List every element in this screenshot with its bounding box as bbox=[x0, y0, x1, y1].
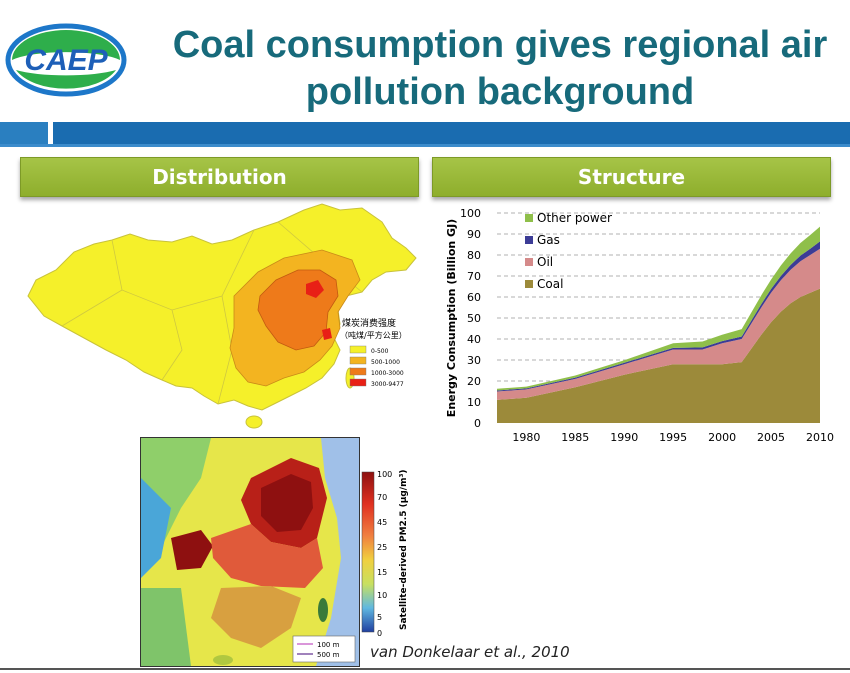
header-band-small bbox=[0, 122, 48, 144]
slide-bottom-rule bbox=[0, 668, 850, 670]
map-legend-title-1: 煤炭消费强度 bbox=[342, 317, 396, 329]
china-coal-map: 煤炭消费强度 （吨煤/平方公里） 0-500 500-1000 1000-300… bbox=[22, 200, 422, 434]
y-tick-label: 90 bbox=[467, 228, 481, 241]
legend-swatch-coal bbox=[525, 280, 533, 288]
map-legend-label-2: 1000-3000 bbox=[371, 370, 404, 377]
cbar-tick-3: 25 bbox=[377, 543, 387, 552]
scale-500m: 500 m bbox=[317, 651, 340, 659]
cbar-tick-0: 100 bbox=[377, 470, 392, 479]
satellite-pm25-map: 100 m 500 m bbox=[140, 437, 360, 667]
pm25-hotspot-sichuan bbox=[171, 530, 213, 570]
pm25-colorbar: 100 70 45 25 15 10 5 0 Satellite-derived… bbox=[360, 469, 420, 640]
legend-label-gas: Gas bbox=[537, 233, 560, 247]
caep-logo: CAEP bbox=[4, 22, 128, 98]
legend-label-other-power: Other power bbox=[537, 211, 612, 225]
x-tick-label: 2005 bbox=[757, 431, 785, 444]
y-axis-label: Energy Consumption (Billion GJ) bbox=[445, 219, 458, 417]
cbar-tick-5: 10 bbox=[377, 591, 387, 600]
legend-swatch-oil bbox=[525, 258, 533, 266]
x-tick-label: 1985 bbox=[561, 431, 589, 444]
y-tick-label: 50 bbox=[467, 312, 481, 325]
y-tick-label: 40 bbox=[467, 333, 481, 346]
map-region-3000-9477 bbox=[306, 280, 324, 298]
map-legend: 煤炭消费强度 （吨煤/平方公里） 0-500 500-1000 1000-300… bbox=[340, 317, 407, 388]
cbar-tick-1: 70 bbox=[377, 493, 387, 502]
cbar-tick-6: 5 bbox=[377, 613, 382, 622]
y-tick-label: 30 bbox=[467, 354, 481, 367]
cbar-tick-4: 15 bbox=[377, 568, 387, 577]
y-tick-label: 70 bbox=[467, 270, 481, 283]
x-tick-label: 1980 bbox=[512, 431, 540, 444]
title-line-1: Coal consumption gives regional air bbox=[172, 24, 828, 66]
area-gas bbox=[497, 241, 820, 392]
x-tick-label: 2010 bbox=[806, 431, 834, 444]
legend-swatch-gas bbox=[525, 236, 533, 244]
title-line-2: pollution background bbox=[305, 71, 695, 113]
y-tick-label: 20 bbox=[467, 375, 481, 388]
slide-title: Coal consumption gives regional air poll… bbox=[150, 22, 850, 116]
cbar-label: Satellite-derived PM2.5 (μg/m³) bbox=[399, 470, 409, 630]
distribution-header: Distribution bbox=[20, 157, 419, 197]
area-oil bbox=[497, 248, 820, 400]
y-tick-label: 80 bbox=[467, 249, 481, 262]
map-legend-label-3: 3000-9477 bbox=[371, 381, 404, 388]
area-coal bbox=[497, 288, 820, 423]
structure-header: Structure bbox=[432, 157, 831, 197]
map-legend-label-1: 500-1000 bbox=[371, 359, 400, 366]
citation: van Donkelaar et al., 2010 bbox=[370, 643, 570, 661]
x-tick-label: 1995 bbox=[659, 431, 687, 444]
legend-swatch-other-power bbox=[525, 214, 533, 222]
logo-text: CAEP bbox=[24, 44, 108, 77]
y-tick-label: 0 bbox=[474, 417, 481, 430]
area-other-power bbox=[497, 226, 820, 391]
header-band-rule bbox=[0, 144, 850, 147]
y-tick-label: 10 bbox=[467, 396, 481, 409]
y-tick-label: 100 bbox=[460, 207, 481, 220]
legend-label-coal: Coal bbox=[537, 277, 563, 291]
legend-label-oil: Oil bbox=[537, 255, 553, 269]
cbar-tick-2: 45 bbox=[377, 518, 387, 527]
x-tick-label: 1990 bbox=[610, 431, 638, 444]
map-legend-title-2: （吨煤/平方公里） bbox=[340, 330, 407, 340]
x-tick-label: 2000 bbox=[708, 431, 736, 444]
hainan-island bbox=[245, 415, 263, 429]
map-legend-label-0: 0-500 bbox=[371, 348, 389, 355]
y-tick-label: 60 bbox=[467, 291, 481, 304]
energy-consumption-chart: 0 10 20 30 40 50 60 70 80 90 100 1980 1985 1990 1995 20… bbox=[440, 203, 840, 453]
header-band bbox=[53, 122, 850, 144]
cbar-tick-7: 0 bbox=[377, 629, 382, 638]
scale-100m: 100 m bbox=[317, 641, 340, 649]
